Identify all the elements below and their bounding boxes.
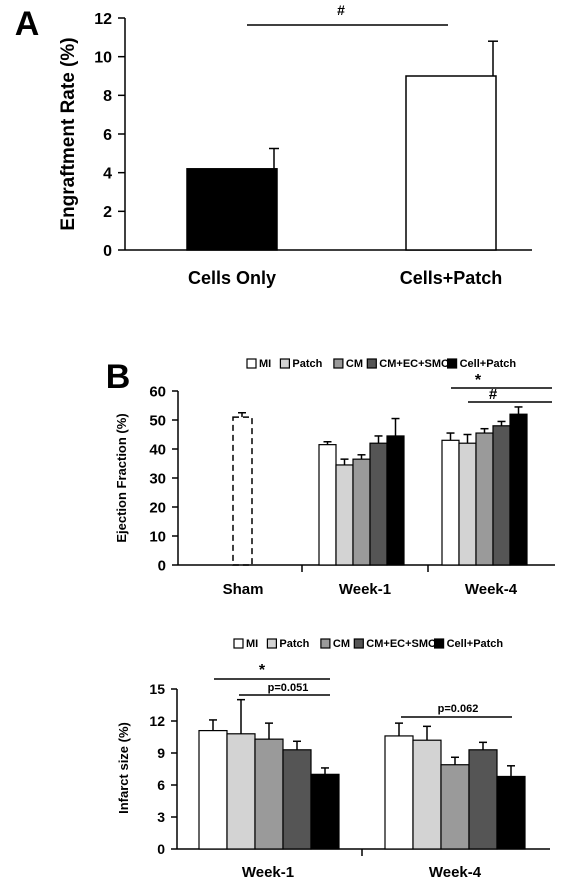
legend-label: Cell+Patch: [447, 638, 504, 650]
sham-bar: [232, 416, 253, 566]
x-category-label: Sham: [223, 581, 264, 598]
y-tick-label: 10: [149, 528, 166, 545]
bar: [405, 75, 497, 251]
y-tick-label: 0: [158, 557, 166, 574]
bar: [458, 442, 477, 566]
bar: [226, 733, 256, 850]
legend-label: MI: [246, 638, 258, 650]
bar: [412, 739, 442, 850]
legend-label: CM: [346, 358, 363, 370]
y-axis-title: Engraftment Rate (%): [58, 37, 79, 230]
bar: [310, 773, 340, 850]
y-tick-label: 0: [157, 841, 165, 857]
legend-swatch: [320, 638, 331, 649]
x-category-label: Week-4: [465, 581, 518, 598]
bar: [509, 413, 528, 566]
legend-label: CM+EC+SMC: [366, 638, 436, 650]
bar: [198, 729, 228, 850]
bar: [254, 738, 284, 850]
y-tick-label: 3: [157, 809, 165, 825]
legend-swatch: [434, 638, 445, 649]
legend-label: Cell+Patch: [460, 358, 517, 370]
y-axis-title: Infarct size (%): [116, 722, 131, 814]
bar: [369, 442, 388, 566]
legend-swatch: [447, 358, 458, 369]
x-category-label: Week-1: [339, 581, 391, 598]
bar: [440, 764, 470, 850]
legend-label: MI: [259, 358, 271, 370]
y-tick-label: 2: [103, 204, 112, 221]
y-tick-label: 9: [157, 745, 165, 761]
bar: [386, 435, 405, 566]
panel-letter-b: B: [106, 358, 131, 396]
y-tick-label: 12: [94, 11, 112, 28]
significance-label: p=0.051: [268, 682, 309, 694]
x-category-label: Cells+Patch: [400, 268, 503, 288]
legend-label: CM: [333, 638, 350, 650]
significance-marker: #: [337, 2, 345, 18]
significance-label: p=0.062: [438, 703, 479, 715]
y-tick-label: 20: [149, 499, 166, 516]
x-category-label: Cells Only: [188, 268, 276, 288]
bar: [318, 444, 337, 566]
significance-marker: *: [259, 662, 266, 679]
legend-label: CM+EC+SMC: [379, 358, 449, 370]
y-tick-label: 15: [149, 681, 165, 697]
bar: [468, 749, 498, 850]
bar: [186, 168, 278, 251]
x-category-label: Week-4: [429, 864, 482, 881]
y-tick-label: 50: [149, 412, 166, 429]
significance-marker: *: [475, 372, 482, 389]
bar: [384, 735, 414, 850]
y-tick-label: 10: [94, 49, 112, 66]
bar: [282, 749, 312, 850]
y-tick-label: 0: [103, 243, 112, 260]
bar: [352, 458, 371, 566]
y-tick-label: 6: [103, 127, 112, 144]
legend-swatch: [333, 358, 344, 369]
significance-marker: #: [489, 386, 498, 403]
legend-swatch: [233, 638, 244, 649]
legend-swatch: [266, 638, 277, 649]
bar: [492, 425, 511, 566]
legend-label: Patch: [292, 358, 322, 370]
bar: [335, 464, 354, 566]
x-category-label: Week-1: [242, 864, 294, 881]
bar: [441, 439, 460, 566]
y-tick-label: 4: [103, 165, 112, 182]
panel-letter-a: A: [15, 5, 40, 43]
y-tick-label: 40: [149, 441, 166, 458]
y-tick-label: 60: [149, 383, 166, 400]
y-tick-label: 30: [149, 470, 166, 487]
legend-label: Patch: [279, 638, 309, 650]
y-axis-title: Ejection Fraction (%): [114, 413, 129, 542]
legend-swatch: [353, 638, 364, 649]
bar: [496, 775, 526, 850]
legend-swatch: [246, 358, 257, 369]
legend-swatch: [279, 358, 290, 369]
bar: [475, 432, 494, 566]
legend-swatch: [366, 358, 377, 369]
y-tick-label: 12: [149, 713, 165, 729]
y-tick-label: 8: [103, 88, 112, 105]
y-tick-label: 6: [157, 777, 165, 793]
